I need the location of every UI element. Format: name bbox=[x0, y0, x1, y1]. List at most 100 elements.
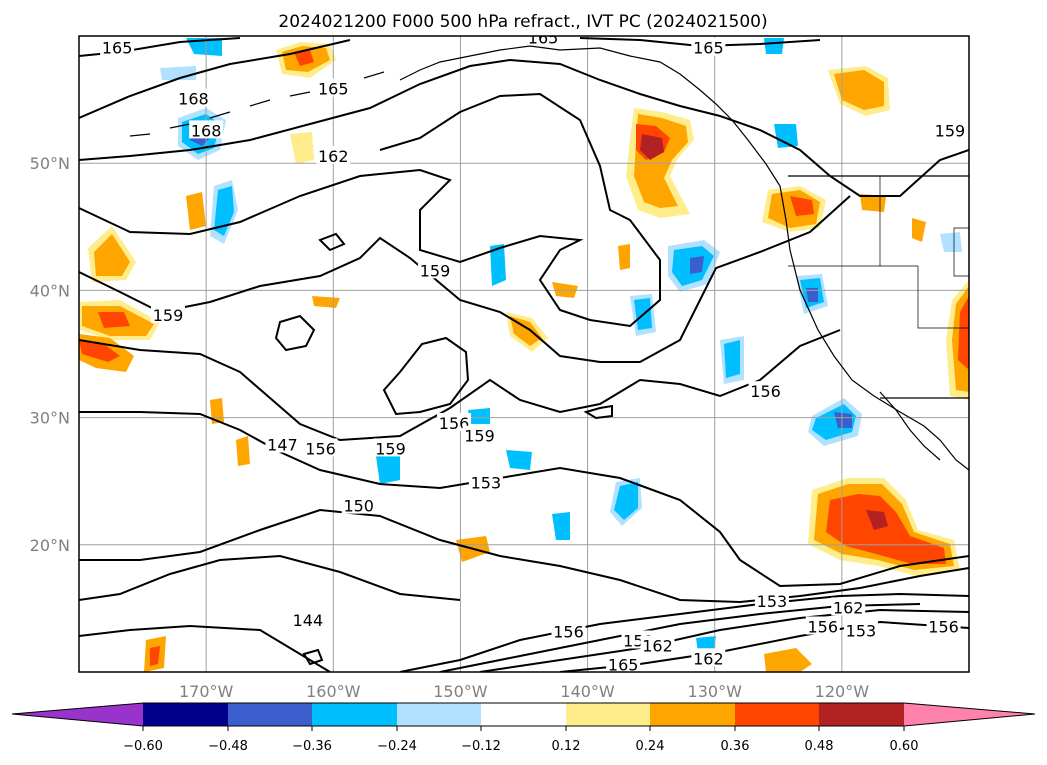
contour-label-background bbox=[691, 37, 726, 56]
contour-label: 153 bbox=[471, 474, 502, 493]
negative-anomaly-ne-1 bbox=[774, 124, 798, 148]
alaska-coast bbox=[399, 45, 969, 471]
contour-label-background bbox=[932, 120, 967, 139]
negative-anomaly-south-4 bbox=[490, 244, 506, 286]
contour-label-background bbox=[691, 648, 726, 667]
contour-label-background bbox=[831, 597, 866, 616]
negative-anomaly-misc-2 bbox=[468, 408, 490, 424]
contour-156 bbox=[79, 329, 841, 442]
contour-label: 162 bbox=[693, 649, 724, 668]
colorbar-bin-9 bbox=[819, 703, 904, 726]
latitude-label: 30°N bbox=[30, 409, 70, 428]
contour-labels: 1651681651651651681621591591591561561591… bbox=[100, 36, 967, 675]
contour-label-background bbox=[373, 438, 408, 457]
map-background bbox=[79, 36, 969, 672]
colorbar-label: −0.36 bbox=[292, 739, 332, 754]
contour-label-background bbox=[468, 472, 503, 491]
contour-label: 168 bbox=[191, 121, 222, 140]
contour-label-background bbox=[462, 425, 497, 444]
contour-label: 147 bbox=[267, 436, 298, 455]
positive-anomaly-south bbox=[764, 648, 812, 672]
contour-label: 156 bbox=[305, 439, 336, 458]
positive-anomaly-nw-1-red bbox=[294, 50, 314, 66]
contour-label-background bbox=[526, 36, 561, 46]
contour-label-background bbox=[341, 495, 376, 514]
positive-anomaly-misc-6 bbox=[236, 436, 250, 466]
longitude-label: 140°W bbox=[560, 682, 615, 701]
colorbar-extend-below bbox=[12, 703, 143, 726]
contour-168 bbox=[79, 39, 351, 119]
contour-162 bbox=[79, 58, 969, 197]
colorbar-bin-7 bbox=[650, 703, 735, 726]
contour-label-background bbox=[748, 381, 783, 400]
aleutian-islands bbox=[129, 71, 385, 137]
negative-anomaly-mid-2-blue bbox=[724, 340, 740, 378]
contour-label-background bbox=[606, 654, 641, 672]
contour-153 bbox=[79, 411, 969, 588]
contour-label: 165 bbox=[693, 39, 724, 58]
contour-label-background bbox=[640, 635, 675, 654]
contour-label: 153 bbox=[846, 621, 877, 640]
contour-label-background bbox=[100, 37, 135, 56]
contour-label: 156 bbox=[553, 623, 584, 642]
contour-label: 159 bbox=[420, 261, 451, 280]
colorbar-label: 0.12 bbox=[552, 739, 581, 754]
positive-anomaly-mexico-red bbox=[826, 494, 946, 564]
contour-label-background bbox=[926, 616, 961, 635]
latitude-label: 50°N bbox=[30, 154, 70, 173]
contour-label: 165 bbox=[102, 39, 133, 58]
contour-label: 162 bbox=[318, 147, 349, 166]
colorbar-bin-2 bbox=[228, 703, 312, 726]
contour-label: 159 bbox=[464, 427, 495, 446]
contour-label: 156 bbox=[928, 617, 959, 636]
negative-anomaly-baja-blue bbox=[812, 404, 856, 440]
contour-label-background bbox=[418, 260, 452, 279]
figure-title: 2024021200 F000 500 hPa refract., IVT PC… bbox=[278, 12, 767, 32]
colorbar-tick-labels: −0.60 −0.48 −0.36 −0.24 −0.12 0.12 0.24 0.36 0.4… bbox=[123, 726, 918, 754]
contour-162-south bbox=[479, 608, 969, 672]
colorbar-label: −0.60 bbox=[123, 739, 163, 754]
negative-anomaly-coast-dark bbox=[806, 288, 818, 302]
map-frame bbox=[78, 35, 970, 673]
contour-label-background bbox=[176, 88, 211, 107]
positive-anomaly-misc-7 bbox=[618, 244, 630, 270]
negative-anomaly-misc-3 bbox=[696, 636, 716, 652]
contour-closed-4 bbox=[583, 404, 613, 420]
contour-label: 162 bbox=[642, 637, 673, 656]
negative-anomaly-south-2 bbox=[376, 452, 400, 484]
contour-150 bbox=[79, 508, 969, 604]
colorbar: −0.60 −0.48 −0.36 −0.24 −0.12 0.12 0.24 0.36 0.4… bbox=[11, 702, 1036, 754]
colorbar-bin-5 bbox=[481, 703, 566, 726]
positive-anomaly-west-2-red bbox=[79, 340, 120, 362]
contour-label-background bbox=[805, 616, 840, 635]
colorbar-label: 0.60 bbox=[890, 739, 919, 754]
positive-anomaly-east-edge-red bbox=[958, 296, 969, 370]
positive-anomaly-misc-8 bbox=[860, 194, 886, 212]
colorbar-bin-8 bbox=[735, 703, 819, 726]
positive-anomaly-coast-red bbox=[790, 196, 814, 216]
negative-anomaly-south-1-blue bbox=[614, 482, 638, 520]
negative-anomaly-misc-1 bbox=[552, 512, 570, 540]
contour-label-background bbox=[754, 591, 789, 610]
contour-label-background bbox=[551, 621, 586, 640]
negative-anomaly-nw-3 bbox=[186, 38, 222, 56]
negative-anomaly-ne-2 bbox=[764, 38, 784, 54]
contour-147 bbox=[79, 554, 461, 601]
contour-159-mid bbox=[79, 195, 851, 363]
positive-anomaly-gulf-orange bbox=[834, 70, 884, 110]
colorbar-bin-6 bbox=[566, 703, 650, 726]
longitude-label: 120°W bbox=[815, 682, 870, 701]
coastlines bbox=[129, 45, 969, 471]
latitude-tick-labels: 20°N 30°N 40°N 50°N bbox=[30, 154, 70, 555]
colorbar-label: −0.48 bbox=[208, 739, 248, 754]
shaded-anomalies bbox=[79, 38, 969, 672]
contour-label: 159 bbox=[375, 439, 406, 458]
contour-label: 156 bbox=[439, 414, 470, 433]
longitude-label: 150°W bbox=[433, 682, 488, 701]
contour-label-background bbox=[189, 120, 224, 139]
negative-anomaly-baja-dark bbox=[834, 412, 852, 428]
contour-label: 162 bbox=[833, 598, 864, 617]
contour-label: 165 bbox=[608, 656, 639, 675]
colorbar-label: 0.24 bbox=[636, 739, 665, 754]
contour-label: 153 bbox=[757, 592, 788, 611]
